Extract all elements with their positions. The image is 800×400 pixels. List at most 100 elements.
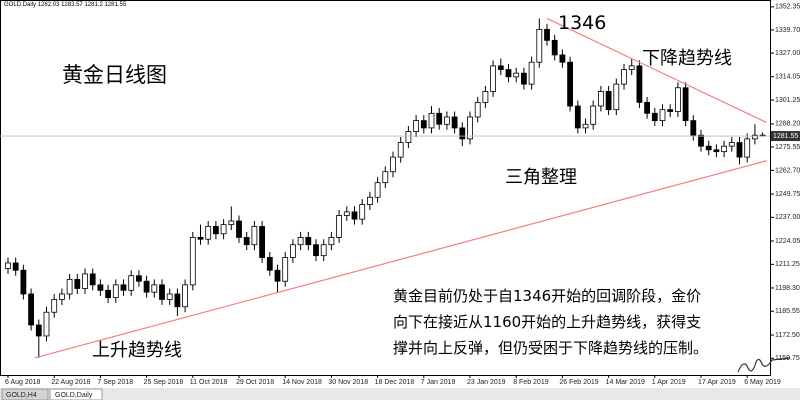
y-tick-label: 1327.00	[775, 50, 800, 57]
candle-body	[551, 39, 558, 56]
candle-body	[397, 142, 404, 158]
plot-frame	[0, 0, 771, 376]
candle-body	[251, 226, 258, 246]
note-line: 黄金目前仍处于自1346开始的回调阶段，金价	[393, 287, 701, 305]
candle-body	[544, 28, 550, 41]
x-tick-label: 22 Aug 2018	[51, 379, 90, 386]
candle-body	[112, 284, 119, 299]
y-tick-label: 1262.70	[775, 167, 800, 174]
candle-body	[728, 142, 735, 147]
triangle-label: 三角整理	[505, 167, 577, 188]
candle-body	[752, 134, 758, 140]
y-tick-label: 1339.70	[775, 27, 800, 34]
candle-body	[651, 112, 658, 122]
candle-body	[436, 112, 443, 125]
note-line: 撑并向上反弹，但仍受困于下降趋势线的压制。	[393, 339, 708, 357]
peak-label: 1346	[558, 12, 606, 34]
candle-body	[151, 284, 158, 293]
candle-body	[713, 149, 720, 153]
candle-body	[297, 237, 304, 246]
tab-label[interactable]: GOLD,Daily	[55, 392, 93, 399]
tab[interactable]	[1, 388, 49, 400]
candle-body	[35, 324, 42, 337]
candle-body	[382, 171, 389, 184]
x-tick-label: 7 Jan 2019	[421, 379, 456, 386]
x-tick-label: 7 Sep 2018	[97, 379, 133, 386]
candle-body	[135, 275, 142, 282]
x-tick-label: 25 Sep 2018	[144, 379, 184, 386]
candle-body	[628, 65, 635, 70]
candle-body	[374, 182, 381, 198]
y-tick-label: 1249.75	[775, 191, 800, 198]
y-tick-label: 1275.55	[775, 144, 800, 151]
candle-body	[189, 237, 196, 286]
y-tick-label: 1314.05	[775, 74, 800, 81]
candle-body	[682, 87, 689, 122]
candle-body	[598, 91, 604, 107]
candle-body	[536, 28, 543, 63]
candle-body	[66, 278, 73, 295]
x-tick-label: 8 Feb 2019	[513, 379, 549, 386]
candle-body	[105, 289, 111, 299]
candle-body	[675, 87, 681, 112]
candle-body	[174, 293, 181, 308]
marks	[0, 17, 770, 359]
candle-body	[43, 311, 50, 337]
note-line: 向下在接近从1160开始的上升趋势线，获得支	[393, 313, 701, 331]
x-tick-label: 1 Apr 2019	[652, 379, 686, 386]
y-tick-label: 1352.35	[775, 4, 800, 11]
candle-body	[28, 293, 35, 326]
candle-body	[467, 116, 473, 140]
candle-body	[521, 72, 527, 85]
candle-body	[582, 123, 589, 129]
symbol: GOLD,Daily	[4, 2, 36, 8]
candle-body	[159, 284, 165, 300]
tab-bar	[0, 388, 800, 400]
candle-body	[744, 138, 751, 158]
candle-body	[351, 211, 358, 220]
candle-body	[644, 101, 650, 114]
candle-body	[89, 273, 96, 286]
candle-body	[128, 275, 135, 291]
candle-body	[474, 101, 481, 118]
candle-body	[336, 215, 343, 238]
trendline	[34, 160, 767, 359]
candle-body	[482, 91, 489, 103]
candle-body	[559, 54, 566, 63]
candle-body	[366, 196, 373, 205]
candle-body	[405, 131, 412, 143]
candle-body	[12, 262, 19, 271]
candle-body	[667, 109, 674, 112]
price-label-box	[771, 131, 800, 142]
candle-body	[659, 109, 666, 122]
candle-body	[513, 72, 520, 78]
candle-body	[236, 220, 242, 238]
chart-title: 黄金日线图	[62, 63, 167, 87]
candle-body	[420, 120, 427, 129]
candle-body	[698, 134, 704, 147]
candle-body	[505, 69, 512, 78]
y-tick-label: 1198.30	[775, 285, 800, 292]
candle-body	[359, 204, 366, 220]
y-tick-label: 1159.75	[775, 355, 800, 362]
x-tick-label: 17 Apr 2019	[698, 379, 736, 386]
y-tick-label: 1172.50	[775, 332, 800, 339]
candle-body	[274, 269, 281, 282]
candle-body	[736, 142, 743, 158]
candle-body	[443, 116, 450, 125]
tab[interactable]	[49, 388, 103, 400]
candle-body	[428, 112, 435, 129]
tab-label[interactable]: GOLD,H4	[6, 392, 37, 399]
y-tick-label: 1185.55	[775, 308, 800, 315]
candle-body	[567, 61, 573, 107]
candle-body	[605, 91, 612, 111]
candle-body	[266, 257, 273, 271]
candle-body	[636, 65, 643, 103]
candle-body	[574, 105, 581, 129]
x-tick-label: 18 Dec 2018	[375, 379, 415, 386]
x-tick-label: 11 Oct 2018	[190, 379, 228, 386]
candle-body	[120, 284, 127, 291]
candle-body	[451, 116, 458, 129]
y-tick-label: 1237.00	[775, 214, 800, 221]
